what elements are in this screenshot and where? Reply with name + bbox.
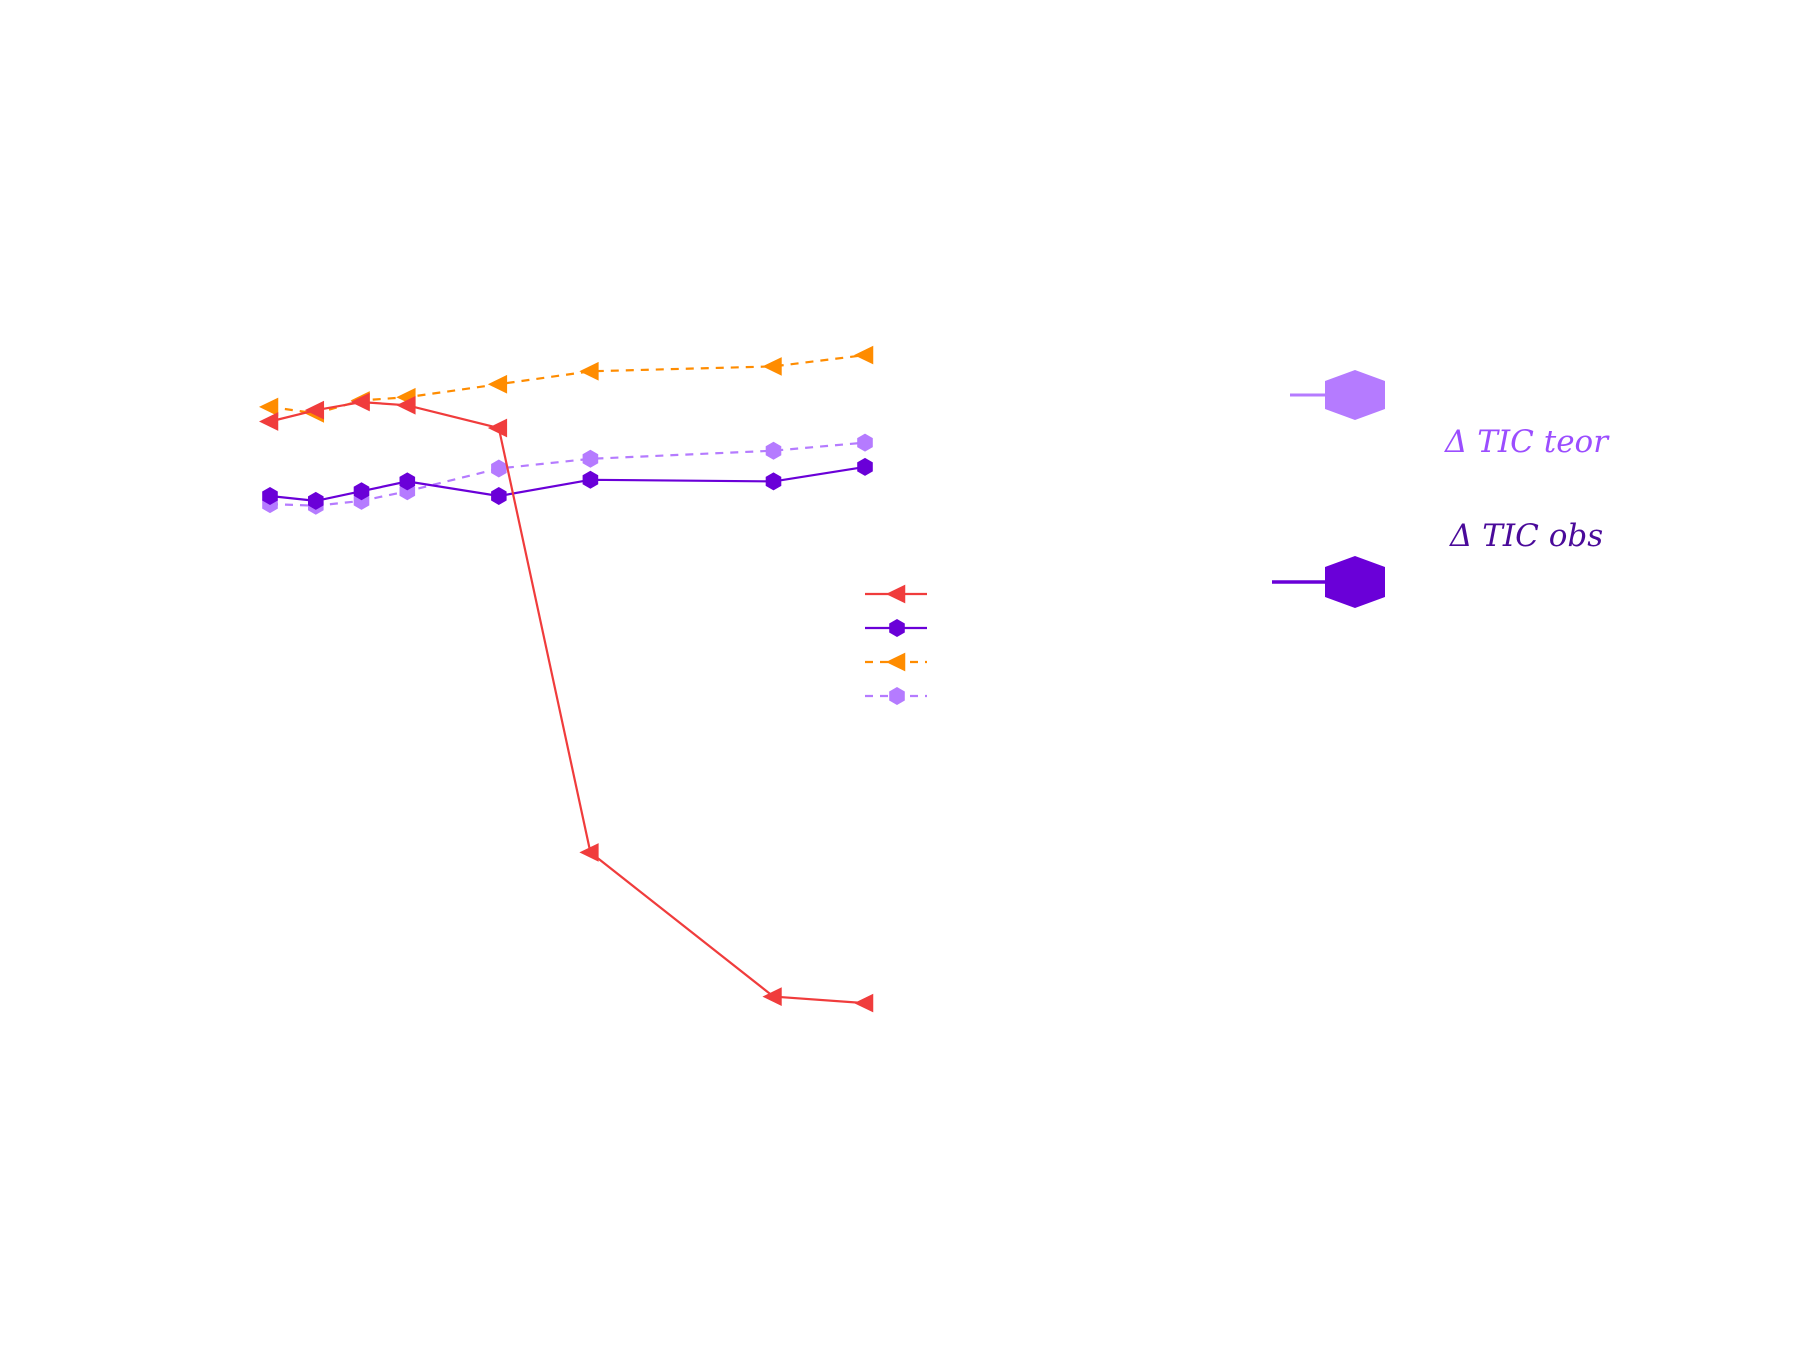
series-0-point-4 [487,418,508,438]
series-0-point-2 [350,392,370,412]
side-legend-label-obs: Δ TIC obs [1449,518,1603,554]
series-2-point-6 [762,357,782,376]
series-0-point-3 [396,395,416,415]
side-legend-label-teor: Δ TIC teor [1444,424,1610,460]
legend-marker-3 [889,687,905,705]
series-1-point-4 [491,487,507,505]
series-3-point-5 [582,449,599,468]
series-2-point-0 [259,397,279,417]
series-2 [259,345,874,423]
series-2-line [269,354,866,415]
series-1-point-6 [765,472,782,491]
series-1-point-1 [308,491,324,510]
series-layer [259,345,874,1013]
series-1-point-7 [857,457,873,476]
series-3 [262,433,873,515]
series-2-point-5 [579,361,599,381]
series-0 [259,392,874,1013]
series-0-point-0 [259,412,279,431]
series-1-point-2 [353,482,370,501]
series-3-point-7 [857,433,873,452]
series-3-point-6 [765,441,782,460]
series-1-point-3 [399,472,416,491]
series-3-line [269,441,866,507]
legend-marker-0 [886,584,906,604]
series-0-point-5 [579,843,599,862]
series-1-point-5 [582,470,599,489]
legend-marker-1 [889,619,905,637]
series-1 [262,457,873,510]
series-0-point-1 [304,400,325,420]
side-legend-hexagon-obs [1325,556,1385,608]
series-0-point-7 [854,993,874,1013]
series-2-point-7 [854,345,874,365]
series-1-point-0 [262,487,278,505]
series-3-point-4 [491,459,507,478]
side-legend: Δ TIC teor Δ TIC obs [1272,370,1610,608]
series-2-point-4 [487,374,508,394]
legend-marker-2 [886,652,906,672]
series-0-point-6 [762,987,782,1006]
chart-legend [865,584,927,705]
side-legend-hexagon-teor [1325,370,1385,420]
